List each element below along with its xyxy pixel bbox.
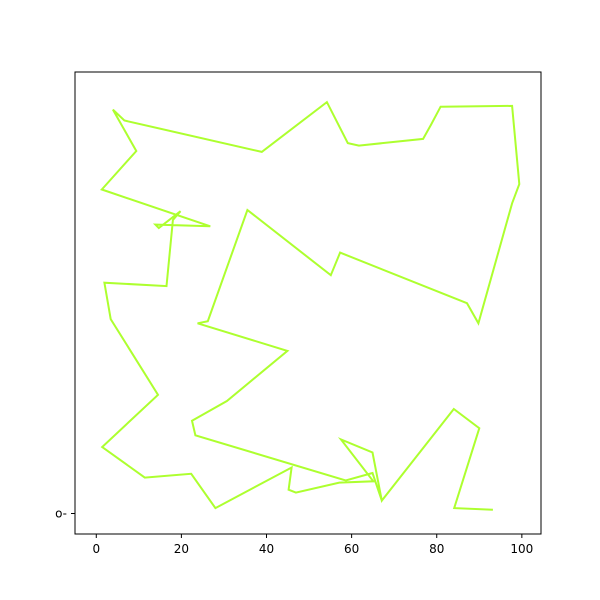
series-layer — [100, 100, 521, 511]
x-tick-label: 40 — [259, 542, 274, 556]
plot-area — [75, 72, 541, 534]
plot-frame — [74, 71, 542, 535]
y-axis: o- — [55, 507, 75, 521]
series-line-0 — [100, 100, 521, 511]
x-tick-label: 80 — [429, 542, 444, 556]
x-tick-label: 20 — [174, 542, 189, 556]
x-tick-label: 100 — [510, 542, 533, 556]
y-tick-label: o- — [55, 507, 67, 521]
x-tick-label: 60 — [344, 542, 359, 556]
x-axis: 0 20 40 60 80 100 — [92, 534, 533, 556]
x-tick-label: 0 — [92, 542, 100, 556]
